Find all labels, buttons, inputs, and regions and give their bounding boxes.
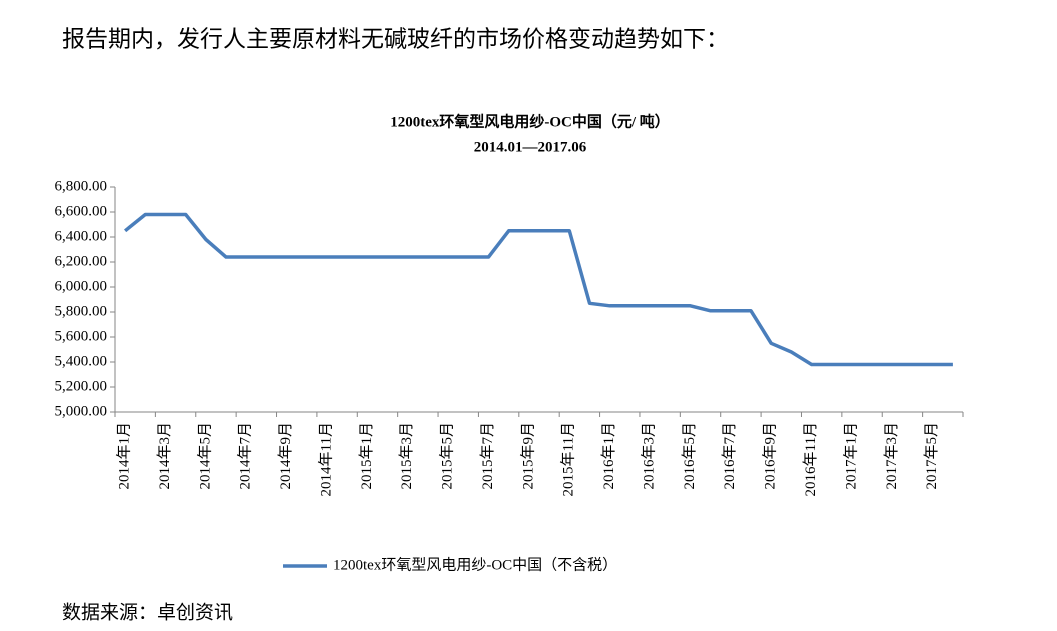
y-tick-label: 5,000.00 xyxy=(55,403,108,419)
x-tick-label: 2015年9月 xyxy=(519,422,536,490)
x-tick-label: 2016年1月 xyxy=(600,422,617,490)
y-tick-label: 6,000.00 xyxy=(55,278,108,294)
y-tick-label: 5,600.00 xyxy=(55,328,108,344)
x-tick-label: 2017年5月 xyxy=(923,422,940,490)
y-tick-label: 5,200.00 xyxy=(55,378,108,394)
x-tick-label: 2014年1月 xyxy=(116,422,133,490)
chart-subtitle: 2014.01—2017.06 xyxy=(474,139,587,155)
x-tick-label: 2016年5月 xyxy=(681,422,698,490)
chart-title: 1200tex环氧型风电用纱-OC中国（元/ 吨） xyxy=(390,112,670,130)
x-tick-label: 2015年3月 xyxy=(398,422,415,490)
x-tick-label: 2015年11月 xyxy=(560,422,577,496)
legend-label: 1200tex环氧型风电用纱-OC中国（不含税） xyxy=(333,556,617,573)
x-tick-label: 2016年9月 xyxy=(762,422,779,490)
y-tick-label: 5,800.00 xyxy=(55,303,108,319)
heading: 报告期内，发行人主要原材料无碱玻纤的市场价格变动趋势如下： xyxy=(62,27,729,53)
x-tick-label: 2015年1月 xyxy=(358,422,375,490)
x-tick-label: 2016年3月 xyxy=(640,422,657,490)
y-tick-label: 6,800.00 xyxy=(55,178,108,194)
y-tick-label: 6,200.00 xyxy=(55,253,108,269)
x-tick-label: 2017年3月 xyxy=(883,422,900,490)
x-tick-label: 2014年3月 xyxy=(156,422,173,490)
x-tick-label: 2014年5月 xyxy=(196,422,213,490)
x-tick-label: 2017年1月 xyxy=(842,422,859,490)
x-tick-label: 2016年11月 xyxy=(802,422,819,496)
y-tick-label: 5,400.00 xyxy=(55,353,108,369)
x-tick-label: 2014年9月 xyxy=(277,422,294,490)
x-tick-label: 2014年11月 xyxy=(317,422,334,496)
y-tick-label: 6,400.00 xyxy=(55,228,108,244)
x-tick-label: 2016年7月 xyxy=(721,422,738,490)
x-tick-label: 2014年7月 xyxy=(237,422,254,490)
source: 数据来源：卓创资讯 xyxy=(62,602,233,624)
series-line xyxy=(124,212,953,367)
x-tick-label: 2015年7月 xyxy=(479,422,496,490)
y-tick-label: 6,600.00 xyxy=(55,203,108,219)
x-tick-label: 2015年5月 xyxy=(439,422,456,490)
